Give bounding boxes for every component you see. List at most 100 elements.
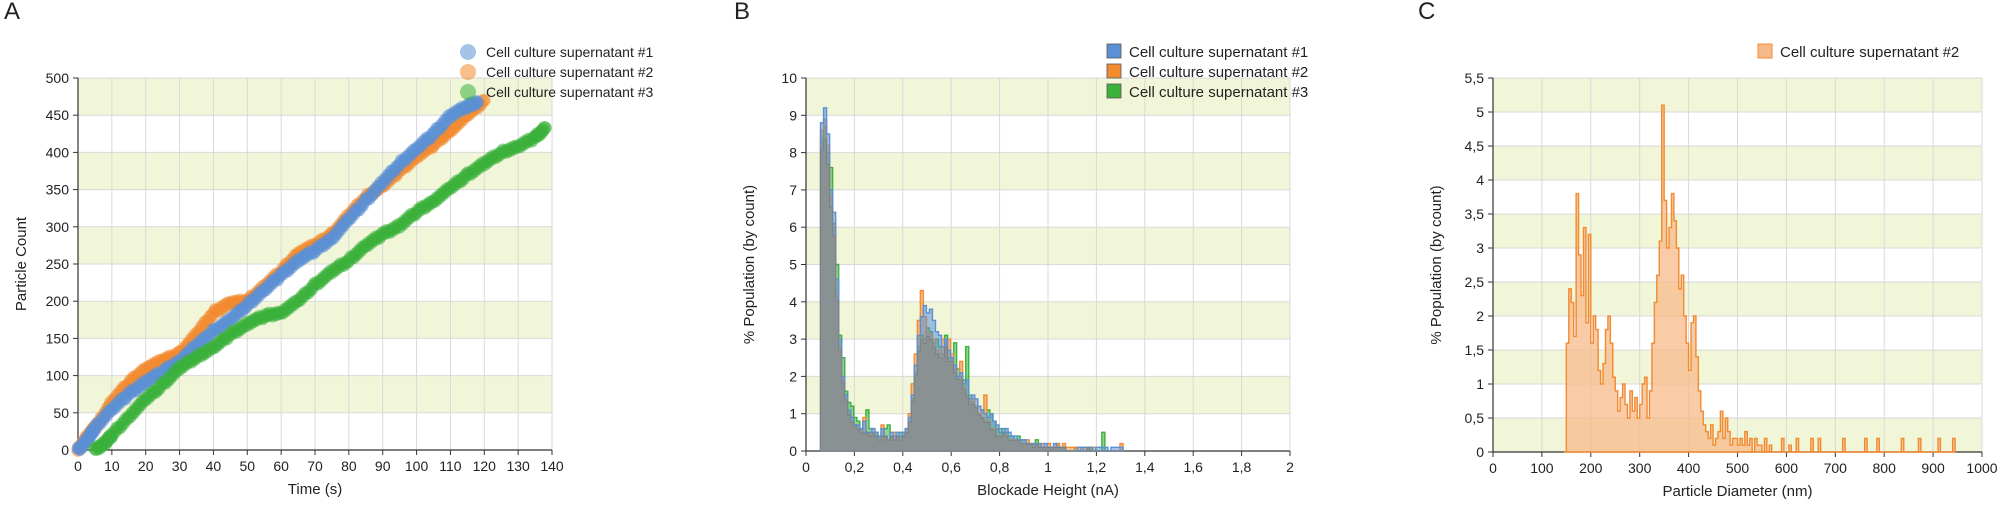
- y-tick-label: 3: [1476, 240, 1484, 256]
- x-tick-label: 300: [1628, 460, 1652, 476]
- x-tick-label: 1,8: [1232, 459, 1252, 475]
- y-tick-label: 4: [1476, 172, 1484, 188]
- x-tick-label: 600: [1775, 460, 1799, 476]
- y-tick-label: 1: [789, 406, 797, 422]
- y-tick-label: 0: [61, 442, 69, 458]
- x-tick-label: 200: [1579, 460, 1603, 476]
- x-tick-label: 130: [506, 458, 530, 474]
- x-tick-label: 120: [473, 458, 497, 474]
- x-tick-label: 0,8: [990, 459, 1010, 475]
- x-tick-label: 2: [1286, 459, 1294, 475]
- x-tick-label: 0,6: [941, 459, 961, 475]
- x-tick-label: 0,4: [893, 459, 913, 475]
- y-tick-label: 50: [53, 405, 69, 421]
- legend-label: Cell culture supernatant #1: [486, 44, 654, 60]
- x-tick-label: 10: [104, 458, 120, 474]
- x-tick-label: 140: [540, 458, 564, 474]
- x-tick-label: 80: [341, 458, 357, 474]
- y-tick-label: 1,5: [1465, 342, 1485, 358]
- x-tick-label: 110: [439, 458, 462, 474]
- legend-label: Cell culture supernatant #2: [486, 64, 654, 80]
- y-tick-label: 0: [1476, 444, 1484, 460]
- y-tick-label: 200: [46, 293, 70, 309]
- y-tick-label: 9: [789, 107, 797, 123]
- y-tick-label: 5: [1476, 104, 1484, 120]
- x-tick-label: 0: [74, 458, 82, 474]
- x-axis-label: Blockade Height (nA): [977, 482, 1119, 499]
- legend-marker: [1757, 43, 1773, 59]
- y-axis-label: % Population (by count): [741, 185, 758, 344]
- legend-label: Cell culture supernatant #3: [1129, 84, 1308, 101]
- x-tick-label: 1: [1044, 459, 1052, 475]
- y-tick-label: 5,5: [1465, 70, 1485, 86]
- y-tick-label: 1: [1476, 376, 1484, 392]
- x-axis-label: Time (s): [288, 481, 342, 498]
- x-tick-label: 0,2: [845, 459, 865, 475]
- x-tick-label: 70: [307, 458, 323, 474]
- y-tick-label: 350: [46, 182, 70, 198]
- x-tick-label: 60: [273, 458, 289, 474]
- y-tick-label: 4,5: [1465, 138, 1485, 154]
- y-tick-label: 0,5: [1465, 410, 1485, 426]
- legend-marker: [460, 84, 476, 100]
- x-tick-label: 100: [1530, 460, 1554, 476]
- legend-marker: [1106, 83, 1122, 99]
- y-tick-label: 6: [789, 219, 797, 235]
- y-axis-label: % Population (by count): [1428, 185, 1445, 344]
- legend-label: Cell culture supernatant #2: [1129, 64, 1308, 81]
- y-tick-label: 7: [789, 182, 797, 198]
- y-tick-label: 10: [781, 70, 797, 86]
- legend-marker: [460, 44, 476, 60]
- x-tick-label: 40: [206, 458, 222, 474]
- legend-marker: [1106, 63, 1122, 79]
- x-tick-label: 1000: [1966, 460, 1997, 476]
- x-tick-label: 30: [172, 458, 188, 474]
- x-tick-label: 1,6: [1183, 459, 1203, 475]
- y-tick-label: 500: [46, 70, 70, 86]
- y-tick-label: 2,5: [1465, 274, 1485, 290]
- x-tick-label: 1,2: [1087, 459, 1107, 475]
- x-tick-label: 90: [375, 458, 391, 474]
- data-point: [538, 121, 552, 135]
- x-tick-label: 50: [239, 458, 255, 474]
- x-tick-label: 800: [1873, 460, 1897, 476]
- x-tick-label: 20: [138, 458, 154, 474]
- y-tick-label: 5: [789, 257, 797, 273]
- x-tick-label: 400: [1677, 460, 1701, 476]
- y-tick-label: 400: [46, 144, 70, 160]
- panel-label-c: C: [1418, 0, 1436, 25]
- legend-marker: [460, 64, 476, 80]
- y-tick-label: 2: [1476, 308, 1484, 324]
- x-tick-label: 700: [1824, 460, 1848, 476]
- x-tick-label: 500: [1726, 460, 1750, 476]
- y-tick-label: 450: [46, 107, 70, 123]
- y-tick-label: 300: [46, 219, 70, 235]
- y-tick-label: 4: [789, 294, 797, 310]
- y-tick-label: 2: [789, 368, 797, 384]
- y-tick-label: 150: [46, 330, 70, 346]
- panel-label-a: A: [4, 0, 21, 25]
- x-tick-label: 0: [802, 459, 810, 475]
- y-tick-label: 3: [789, 331, 797, 347]
- x-tick-label: 100: [405, 458, 429, 474]
- panel-label-b: B: [734, 0, 751, 25]
- y-tick-label: 250: [46, 256, 70, 272]
- legend-label: Cell culture supernatant #1: [1129, 44, 1308, 61]
- legend-marker: [1106, 43, 1122, 59]
- y-tick-label: 0: [789, 443, 797, 459]
- y-tick-label: 100: [46, 368, 70, 384]
- histogram-series: [1563, 104, 1956, 453]
- x-tick-label: 0: [1489, 460, 1497, 476]
- x-tick-label: 900: [1921, 460, 1945, 476]
- x-tick-label: 1,4: [1135, 459, 1155, 475]
- y-axis-label: Particle Count: [13, 216, 30, 311]
- legend-label: Cell culture supernatant #2: [1780, 44, 1959, 61]
- y-tick-label: 8: [789, 145, 797, 161]
- data-point: [471, 95, 485, 109]
- x-axis-label: Particle Diameter (nm): [1662, 483, 1812, 500]
- y-tick-label: 3,5: [1465, 206, 1485, 222]
- legend-label: Cell culture supernatant #3: [486, 84, 654, 100]
